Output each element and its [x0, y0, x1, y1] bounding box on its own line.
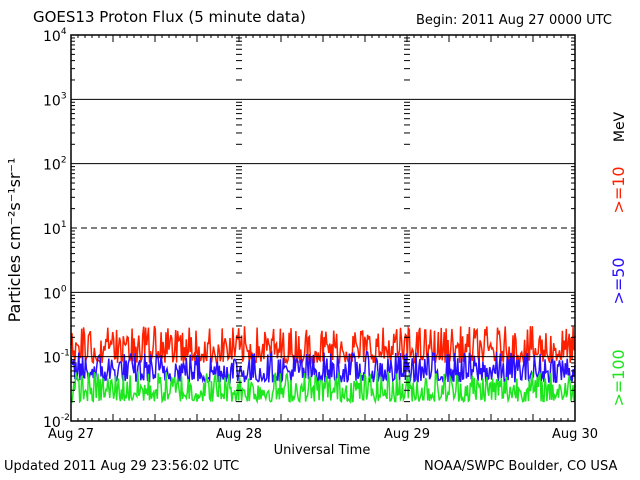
y-ticks: 10-2 10-1 100 101 102 103 104 — [43, 27, 575, 431]
begin-time: Begin: 2011 Aug 27 0000 UTC — [416, 13, 612, 28]
y-tick-label: 10-2 — [43, 413, 70, 431]
y-tick-label: 103 — [43, 91, 67, 109]
y-tick-label: 104 — [43, 27, 67, 45]
legend-ge50: >=50 — [609, 257, 628, 304]
credit: NOAA/SWPC Boulder, CO USA — [424, 459, 618, 474]
x-tick-label: Aug 30 — [552, 427, 598, 442]
chart-title: GOES13 Proton Flux (5 minute data) — [33, 8, 306, 26]
series-line-ge100 — [70, 371, 576, 405]
grid-layer — [71, 37, 575, 403]
y-tick-label: 102 — [43, 156, 67, 174]
series-line-ge50 — [70, 350, 576, 385]
updated-time: Updated 2011 Aug 29 23:56:02 UTC — [4, 459, 240, 474]
series-layer — [70, 325, 576, 405]
y-tick-label: 101 — [43, 220, 67, 238]
x-ticks: Aug 27 Aug 28 Aug 29 Aug 30 — [48, 35, 598, 442]
legend-ge10: >=10 — [609, 166, 628, 213]
units-label: MeV — [612, 111, 628, 142]
y-axis-label: Particles cm⁻²s⁻¹sr⁻¹ — [5, 158, 24, 323]
x-axis-label: Universal Time — [274, 443, 371, 458]
y-tick-label: 10-1 — [43, 349, 70, 367]
x-tick-label: Aug 27 — [48, 427, 94, 442]
legend-ge100: >=100 — [609, 349, 628, 406]
x-tick-label: Aug 28 — [216, 427, 262, 442]
y-tick-label: 100 — [43, 284, 67, 302]
x-tick-label: Aug 29 — [384, 427, 430, 442]
